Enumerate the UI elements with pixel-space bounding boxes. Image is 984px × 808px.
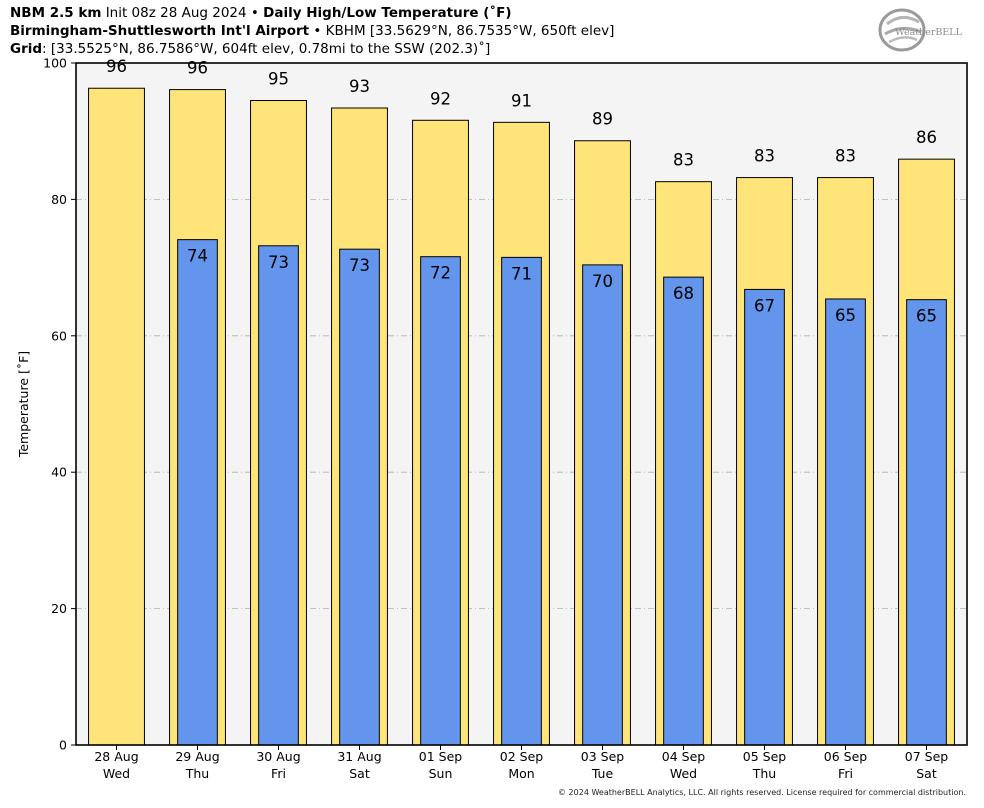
low-label: 71: [511, 264, 532, 283]
low-label: 68: [673, 284, 694, 303]
logo-text: WeatherBELL: [895, 27, 963, 38]
product-name: Daily High/Low Temperature (˚F): [263, 5, 512, 21]
grid-info: : [33.5525°N, 86.7586°W, 604ft elev, 0.7…: [42, 41, 491, 57]
low-bar: [501, 256, 542, 746]
high-label: 92: [430, 89, 451, 108]
x-tick-day: Sat: [349, 766, 370, 781]
x-tick-day: Fri: [838, 766, 853, 781]
low-bar: [258, 245, 299, 746]
y-tick-label: 20: [51, 601, 67, 616]
x-tick-date: 29 Aug: [175, 749, 219, 764]
high-label: 83: [754, 147, 775, 166]
high-label: 86: [916, 128, 937, 147]
low-label: 73: [268, 253, 289, 272]
y-tick-label: 60: [51, 328, 67, 343]
low-label: 65: [835, 306, 856, 325]
x-tick-date: 30 Aug: [256, 749, 300, 764]
x-axis: 28 Aug Wed 29 Aug Thu 30 Aug Fri 31 Aug Sat 01 S…: [94, 745, 948, 781]
separator: •: [313, 23, 322, 39]
low-bar: [825, 298, 866, 746]
low-bar: [906, 299, 947, 746]
low-bar: [663, 276, 704, 746]
data-labels: 96 96 74 95 73 93 73 92 72 91 71 89 70 83 68 83 67 83 65 86…: [106, 57, 937, 325]
high-label: 96: [106, 57, 127, 76]
low-label: 73: [349, 256, 370, 275]
y-tick-label: 80: [51, 192, 67, 207]
model-name: NBM 2.5 km: [10, 5, 102, 21]
low-bar: [177, 239, 218, 746]
separator: •: [250, 5, 259, 21]
station-info: KBHM [33.5629°N, 86.7535°W, 650ft elev]: [325, 23, 615, 39]
x-tick-date: 01 Sep: [419, 749, 463, 764]
y-tick-label: 0: [59, 738, 67, 753]
high-label: 95: [268, 70, 289, 89]
bars: [88, 87, 955, 746]
x-tick-date: 04 Sep: [662, 749, 706, 764]
high-label: 83: [835, 147, 856, 166]
y-tick-label: 100: [43, 56, 67, 71]
x-tick-day: Mon: [508, 766, 534, 781]
high-label: 93: [349, 77, 370, 96]
x-tick-date: 06 Sep: [824, 749, 868, 764]
x-tick-day: Sat: [916, 766, 937, 781]
title-line-3: Grid: [33.5525°N, 86.7586°W, 604ft elev,…: [10, 41, 490, 58]
high-label: 91: [511, 91, 532, 110]
low-bar: [582, 264, 623, 746]
y-axis: 0 20 40 60 80 100: [43, 56, 76, 753]
x-tick-day: Thu: [185, 766, 209, 781]
high-bar: [88, 87, 145, 746]
high-label: 89: [592, 110, 613, 129]
copyright-notice: © 2024 WeatherBELL Analytics, LLC. All r…: [558, 788, 966, 797]
x-tick-date: 31 Aug: [337, 749, 381, 764]
low-label: 65: [916, 307, 937, 326]
x-tick-day: Wed: [670, 766, 697, 781]
low-label: 67: [754, 296, 775, 315]
x-tick-date: 05 Sep: [743, 749, 787, 764]
x-tick-date: 07 Sep: [905, 749, 949, 764]
y-tick-label: 40: [51, 465, 67, 480]
title-line-1: NBM 2.5 km Init 08z 28 Aug 2024 • Daily …: [10, 5, 512, 22]
low-label: 74: [187, 247, 208, 266]
x-tick-day: Thu: [752, 766, 776, 781]
high-label: 96: [187, 59, 208, 78]
x-tick-date: 28 Aug: [94, 749, 138, 764]
low-bar: [744, 288, 785, 746]
x-tick-day: Wed: [103, 766, 130, 781]
weatherbell-logo: WeatherBELL: [878, 8, 963, 52]
init-time: Init 08z 28 Aug 2024: [105, 5, 247, 21]
low-label: 72: [430, 264, 451, 283]
low-bar: [339, 248, 380, 746]
x-tick-date: 03 Sep: [581, 749, 625, 764]
title-line-2: Birmingham-Shuttlesworth Int'l Airport •…: [10, 23, 614, 40]
station-name: Birmingham-Shuttlesworth Int'l Airport: [10, 23, 310, 39]
y-axis-label: Temperature [˚F]: [16, 351, 31, 458]
x-tick-date: 02 Sep: [500, 749, 544, 764]
grid-label: Grid: [10, 41, 43, 57]
low-label: 70: [592, 272, 613, 291]
high-label: 83: [673, 151, 694, 170]
x-tick-day: Tue: [591, 766, 614, 781]
low-bar: [420, 256, 461, 746]
x-tick-day: Fri: [271, 766, 286, 781]
x-tick-day: Sun: [429, 766, 453, 781]
